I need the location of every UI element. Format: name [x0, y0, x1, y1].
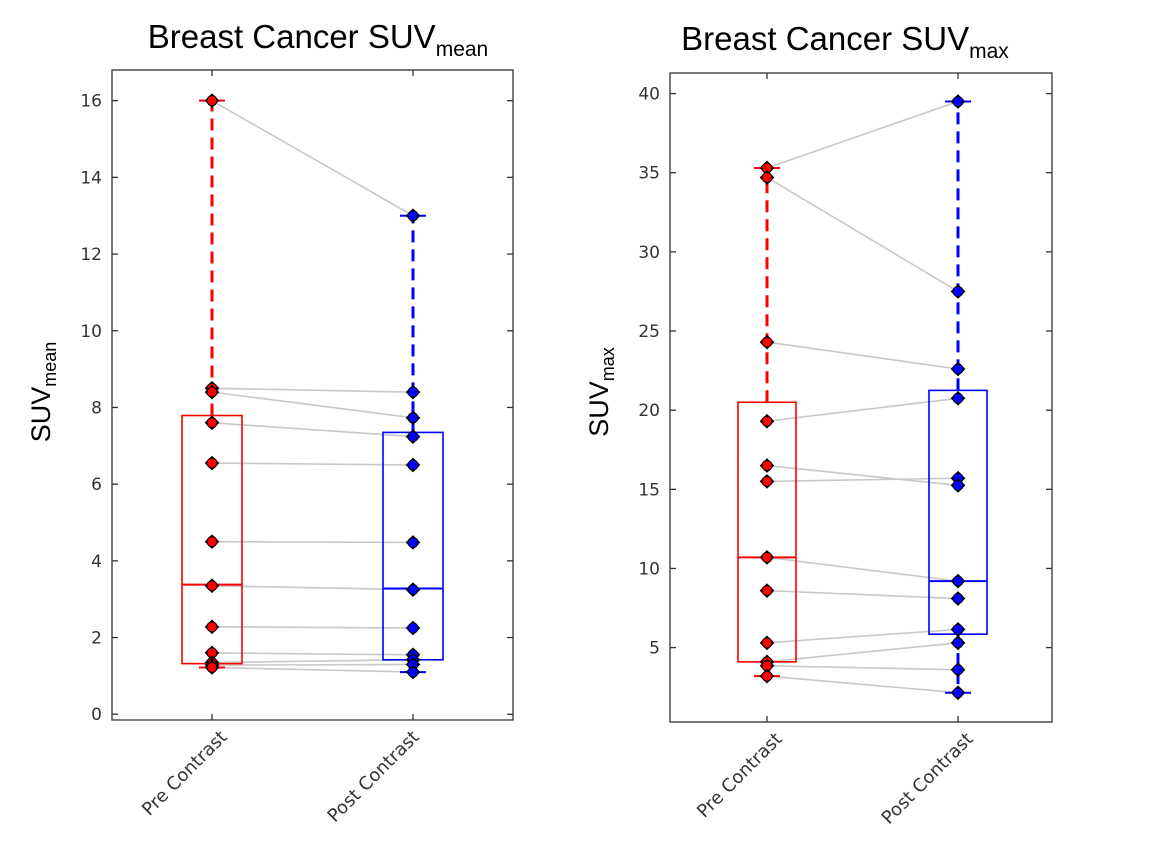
- pair-line: [211, 652, 414, 656]
- pair-line: [211, 666, 414, 673]
- y-tick-label: 10: [80, 322, 102, 342]
- y-tick-label: 20: [638, 401, 660, 421]
- data-point-marker: [407, 622, 419, 634]
- data-point-marker: [407, 536, 419, 548]
- pair-line: [766, 176, 959, 293]
- x-tick-label: Post Contrast: [878, 729, 978, 829]
- data-point-marker: [761, 551, 773, 563]
- y-tick-label: 8: [91, 398, 102, 418]
- pair-line: [766, 665, 959, 671]
- data-point-marker: [206, 95, 218, 107]
- data-point-marker: [407, 412, 419, 424]
- pair-line: [211, 663, 414, 666]
- y-tick-label: 6: [91, 475, 102, 495]
- data-point-marker: [206, 457, 218, 469]
- data-point-marker: [952, 687, 964, 699]
- data-point-marker: [761, 475, 773, 487]
- data-point-marker: [952, 664, 964, 676]
- pair-line: [766, 589, 959, 600]
- pair-line: [766, 477, 959, 483]
- pair-line: [766, 642, 959, 663]
- data-point-marker: [952, 363, 964, 375]
- data-point-marker: [761, 670, 773, 682]
- pair-line: [211, 387, 414, 393]
- data-point-marker: [407, 584, 419, 596]
- data-point-marker: [952, 623, 964, 635]
- data-point-marker: [206, 580, 218, 592]
- axes-frame: [111, 69, 514, 721]
- data-point-marker: [761, 336, 773, 348]
- data-point-marker: [952, 575, 964, 587]
- data-point-marker: [952, 479, 964, 491]
- data-point-marker: [206, 661, 218, 673]
- data-point-marker: [761, 637, 773, 649]
- pair-line: [211, 540, 414, 544]
- pair-line: [211, 99, 414, 217]
- pair-line: [766, 397, 959, 423]
- data-point-marker: [407, 666, 419, 678]
- x-tick-label: Pre Contrast: [138, 727, 232, 821]
- y-tick-label: 5: [649, 639, 660, 659]
- y-axis-ticks: 0 2 4 6 8 10 12 14 16: [80, 70, 513, 725]
- pair-line: [766, 628, 959, 644]
- pair-line: [766, 556, 959, 582]
- data-point-marker: [952, 285, 964, 297]
- pair-line: [766, 100, 959, 169]
- data-point-marker: [761, 171, 773, 183]
- data-point-marker: [761, 460, 773, 472]
- pair-line: [211, 658, 414, 664]
- data-point-marker: [761, 585, 773, 597]
- pair-line: [211, 391, 414, 419]
- box: [737, 401, 797, 663]
- y-tick-label: 0: [91, 705, 102, 725]
- plot-area: [181, 93, 444, 680]
- data-point-marker: [206, 536, 218, 548]
- plot-area: [737, 94, 988, 701]
- data-point-marker: [407, 431, 419, 443]
- y-tick-label: 14: [80, 168, 102, 188]
- pair-line: [766, 675, 959, 694]
- y-tick-label: 25: [638, 322, 660, 342]
- pair-line: [766, 464, 959, 487]
- pair-line: [211, 584, 414, 591]
- y-tick-label: 4: [91, 552, 102, 572]
- axes-frame: [669, 72, 1053, 723]
- data-point-marker: [952, 392, 964, 404]
- data-point-marker: [407, 459, 419, 471]
- panel-suv-mean: Breast Cancer SUVmean SUVmean 0 2 4 6 8 10 12 1…: [26, 18, 514, 827]
- y-tick-label: 2: [91, 629, 102, 649]
- chart-title: Breast Cancer SUVmax: [681, 20, 1009, 63]
- data-point-marker: [407, 210, 419, 222]
- pair-line: [211, 462, 414, 466]
- data-point-marker: [952, 593, 964, 605]
- y-tick-label: 16: [80, 92, 102, 112]
- data-point-marker: [206, 621, 218, 633]
- data-point-marker: [206, 386, 218, 398]
- pair-line: [211, 626, 414, 629]
- pair-line: [211, 422, 414, 438]
- data-point-marker: [206, 417, 218, 429]
- chart-title: Breast Cancer SUVmean: [148, 18, 488, 61]
- data-point-marker: [952, 637, 964, 649]
- y-axis-label: SUVmax: [584, 347, 618, 437]
- y-axis-label: SUVmean: [26, 342, 60, 443]
- data-point-marker: [952, 95, 964, 107]
- data-point-marker: [761, 415, 773, 427]
- y-tick-label: 15: [638, 480, 660, 500]
- data-point-marker: [407, 386, 419, 398]
- y-tick-label: 35: [638, 164, 660, 184]
- pair-line: [766, 341, 959, 370]
- y-tick-label: 12: [80, 245, 102, 265]
- x-tick-label: Post Contrast: [324, 727, 424, 827]
- y-tick-label: 30: [638, 243, 660, 263]
- y-axis-ticks: 5 10 15 20 25 30 35 40: [638, 73, 1052, 722]
- x-tick-label: Pre Contrast: [693, 729, 787, 823]
- y-tick-label: 10: [638, 559, 660, 579]
- y-tick-label: 40: [638, 85, 660, 105]
- panel-suv-max: Breast Cancer SUVmax SUVmax 5 10 15 20 25 30 3…: [584, 20, 1053, 829]
